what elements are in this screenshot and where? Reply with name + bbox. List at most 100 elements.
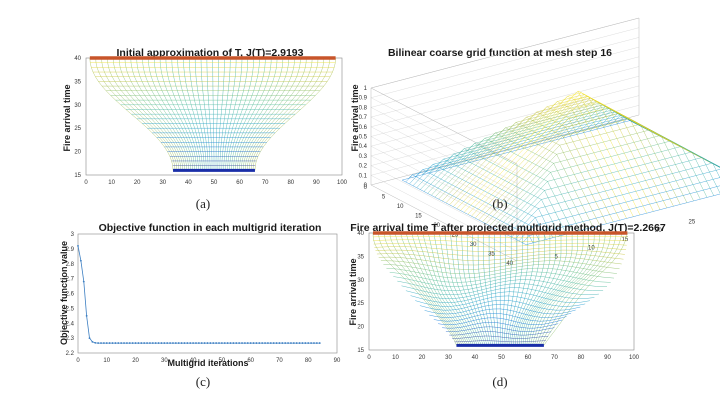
chart-c-point (298, 342, 301, 344)
chart-d-mesh-line (517, 233, 551, 346)
chart-d-ylabel: Fire arrival time (348, 258, 358, 325)
chart-c-point (149, 342, 151, 344)
chart-c-point (212, 342, 215, 344)
chart-b-ztick: 0.4 (359, 144, 368, 150)
chart-d-mesh-line (433, 313, 567, 322)
chart-b-grid-line (370, 85, 640, 157)
chart-c-xtick: 60 (247, 358, 254, 364)
chart-c-point (197, 342, 200, 344)
chart-c-point (203, 342, 206, 344)
chart-b-mesh-line (500, 146, 720, 232)
chart-d-ytick: 30 (357, 278, 364, 284)
chart-b-grid-line (370, 105, 640, 176)
chart-a-ytick: 35 (74, 79, 81, 85)
chart-d-mesh-line (378, 232, 459, 346)
chart-c-point (244, 342, 246, 344)
chart-b-mesh-line (456, 94, 685, 209)
chart-b-mesh-line (549, 99, 674, 207)
chart-d-mesh-line (532, 233, 595, 346)
chart-c-point (264, 342, 266, 344)
chart-d-xtick: 0 (367, 355, 371, 361)
chart-d-mesh (372, 231, 628, 347)
chart-c-point (151, 342, 154, 344)
chart-b-mesh-line (405, 118, 634, 183)
chart-c-point (255, 342, 258, 344)
chart-d-mesh-line (466, 232, 490, 346)
chart-b-mesh-line (511, 162, 720, 238)
chart-d-xtick: 100 (629, 355, 640, 361)
chart-a-mesh (89, 56, 336, 172)
chart-d-mesh-line (518, 233, 556, 346)
chart-c-point (238, 342, 241, 344)
chart-c-point (287, 342, 289, 344)
chart-b-ztick: 0.9 (359, 96, 368, 102)
chart-c-point (146, 342, 148, 344)
chart-b-grid-line (370, 37, 640, 108)
chart-d-mesh-line (450, 232, 484, 346)
chart-c-ytick: 3 (71, 232, 75, 238)
chart-c-point (195, 342, 197, 344)
chart-c-point (304, 342, 307, 344)
chart-c-point (169, 342, 171, 344)
chart-b-box-edge (370, 184, 518, 262)
chart-b-ylabel: Fire arrival time (350, 84, 360, 151)
panel-c: Objective function in each multigrid ite… (59, 222, 341, 389)
chart-d-mesh-line (380, 260, 620, 270)
chart-b-ztick: 0.2 (359, 164, 368, 170)
chart-a-xtick: 50 (211, 180, 218, 186)
chart-c-point (223, 342, 226, 344)
chart-c-point (218, 342, 220, 344)
chart-c-ytick: 2.8 (66, 262, 75, 268)
chart-c-point (192, 342, 195, 344)
chart-d-mesh-line (536, 232, 606, 346)
chart-b-mesh-line (420, 111, 649, 190)
chart-c-point (177, 342, 180, 344)
chart-b-ztick: 0.7 (359, 115, 368, 121)
chart-c-point (215, 342, 218, 344)
chart-b-mesh-line (496, 140, 720, 230)
chart-b-grid-line (370, 75, 640, 147)
chart-b-grid-line (370, 66, 640, 137)
chart-c-point (120, 342, 123, 344)
chart-b-ztick: 1 (364, 86, 368, 92)
chart-d-mesh-line (511, 233, 534, 346)
chart-b-grid-line (370, 136, 518, 213)
chart-b-ytick: 15 (415, 214, 422, 220)
caption-b: (b) (492, 196, 507, 211)
chart-d-mesh-line (483, 233, 495, 346)
chart-d-mesh-line (524, 233, 573, 346)
chart-c-point (77, 245, 79, 247)
chart-c-point (117, 342, 120, 344)
chart-b-mesh-line (445, 99, 674, 204)
chart-d-mesh-line (455, 232, 486, 346)
chart-d-mesh-line (541, 232, 623, 346)
chart-a-xtick: 0 (84, 180, 88, 186)
chart-c-point (111, 342, 114, 344)
chart-a-ticks: 0 10 20 30 40 50 60 70 80 90 100 15 20 25 30 35 40 (74, 56, 347, 186)
chart-d-mesh-line (378, 256, 622, 266)
chart-b-grid-line (370, 107, 518, 184)
chart-c-ytick: 2.2 (66, 351, 75, 357)
chart-c-point (284, 342, 287, 344)
chart-c-point (85, 314, 88, 317)
chart-c-point (267, 342, 269, 344)
chart-b-mesh-line (402, 120, 630, 181)
chart-c-point (229, 342, 232, 344)
chart-c-point (137, 342, 140, 344)
chart-a-xtick: 80 (287, 180, 294, 186)
chart-d-xtick: 90 (604, 355, 611, 361)
chart-d-mesh-line (509, 233, 529, 346)
caption-a: (a) (196, 196, 210, 211)
chart-c-point (183, 342, 186, 344)
chart-b-grid-line (370, 116, 518, 194)
chart-d-mesh-line (386, 267, 615, 279)
chart-c-ytick: 2.3 (66, 336, 75, 342)
chart-c-point (79, 259, 82, 262)
chart-d-mesh-line (416, 232, 472, 346)
chart-d-mesh-line (419, 299, 581, 311)
chart-c-point (206, 342, 209, 344)
chart-c-point (261, 342, 264, 344)
chart-c-point (100, 342, 102, 344)
chart-d-mesh-line (383, 264, 617, 275)
chart-d-mesh-line (410, 291, 590, 303)
